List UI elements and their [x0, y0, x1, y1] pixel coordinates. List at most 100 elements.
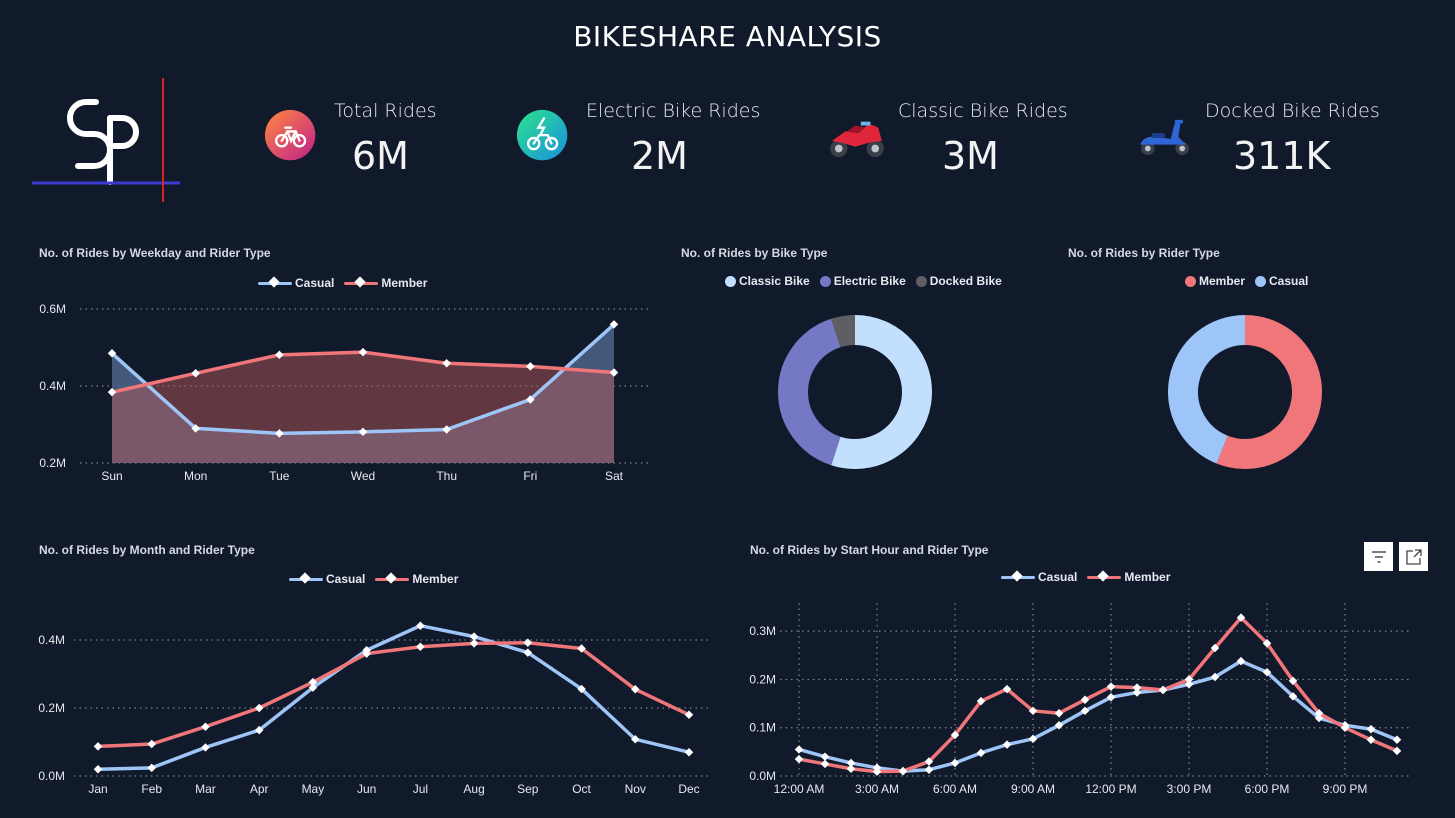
legend-item-casual[interactable]: Casual — [289, 572, 365, 586]
kpi-value: 2M — [631, 134, 688, 178]
kpi-label: Docked Bike Rides — [1205, 100, 1380, 122]
y-tick-label: 0.2M — [39, 456, 66, 470]
kpi-value: 311K — [1233, 134, 1331, 178]
x-tick-label: Sun — [101, 469, 122, 483]
weekday-chart-title: No. of Rides by Weekday and Rider Type — [39, 246, 271, 260]
x-tick-label: Aug — [463, 782, 484, 796]
logo — [32, 78, 180, 202]
legend-marker — [1001, 570, 1035, 584]
x-tick-label: Sep — [517, 782, 539, 796]
legend-item-classic[interactable]: Classic Bike — [725, 274, 810, 288]
y-tick-label: 0.4M — [39, 379, 66, 393]
legend-item-docked[interactable]: Docked Bike — [915, 274, 1002, 288]
data-point-casual — [950, 758, 960, 768]
x-tick-label: Tue — [269, 469, 290, 483]
y-tick-label: 0.6M — [39, 302, 66, 316]
kpi-label: Total Rides — [334, 100, 437, 122]
motorbike-icon — [830, 121, 884, 158]
data-point-casual — [631, 735, 640, 744]
x-tick-label: 9:00 PM — [1323, 782, 1368, 796]
legend-marker — [1087, 570, 1122, 584]
legend-marker — [819, 275, 831, 287]
data-point-casual — [254, 725, 264, 735]
kpi-classic-bike-rides: Classic Bike Rides 3M — [826, 96, 1068, 186]
legend-item-casual[interactable]: Casual — [1001, 570, 1077, 584]
legend-label: Casual — [295, 276, 335, 290]
month-legend: Casual Member — [289, 572, 464, 586]
data-point-casual — [794, 745, 804, 754]
data-point-member — [93, 742, 103, 751]
y-tick-label: 0.4M — [38, 633, 65, 647]
data-point-member — [794, 754, 804, 764]
data-point-casual — [846, 758, 856, 768]
legend-marker — [258, 276, 292, 290]
legend-marker — [375, 572, 410, 586]
legend-item-casual[interactable]: Casual — [258, 276, 334, 290]
data-point-member — [275, 350, 284, 360]
x-tick-label: Mon — [184, 469, 207, 483]
biketype-donut-chart — [778, 315, 932, 469]
scooter-icon — [1140, 119, 1189, 156]
data-point-member — [358, 347, 368, 357]
dashboard-title: BIKESHARE ANALYSIS — [573, 20, 882, 53]
data-point-member — [308, 677, 318, 687]
donut-slice-classic-bike — [831, 315, 932, 469]
donut-slice-member — [1216, 315, 1322, 469]
data-point-member — [469, 639, 479, 648]
legend-marker — [1255, 275, 1267, 287]
data-point-member — [416, 642, 425, 652]
legend-label: Member — [1124, 570, 1171, 584]
data-point-casual — [1002, 740, 1012, 749]
weekday-chart: 0.2M 0.4M 0.6M Sun Mon Tue Wed Thu Fri Sat — [39, 302, 648, 483]
x-tick-label: Jan — [88, 782, 107, 796]
x-tick-label: Wed — [351, 469, 375, 483]
legend-item-casual[interactable]: Casual — [1255, 274, 1308, 288]
legend-item-member[interactable]: Member — [1087, 570, 1170, 584]
x-tick-label: Jun — [357, 782, 376, 796]
data-point-casual — [275, 429, 284, 438]
line-casual — [798, 659, 1398, 773]
legend-item-member[interactable]: Member — [375, 572, 458, 586]
focus-mode-button[interactable] — [1399, 542, 1428, 571]
filter-button[interactable] — [1364, 542, 1393, 571]
y-tick-label: 0.0M — [38, 769, 65, 783]
x-tick-label: Jul — [413, 782, 428, 796]
expand-icon — [1405, 548, 1422, 565]
y-tick-label: 0.1M — [749, 721, 776, 735]
legend-label: Member — [381, 276, 428, 290]
data-point-casual — [820, 752, 830, 761]
biketype-chart-title: No. of Rides by Bike Type — [681, 246, 828, 260]
data-point-member — [201, 722, 210, 731]
data-point-member — [191, 369, 200, 378]
legend-item-electric[interactable]: Electric Bike — [819, 274, 906, 288]
data-point-casual — [191, 424, 200, 433]
x-tick-label: 3:00 AM — [855, 782, 899, 796]
data-point-casual — [93, 764, 103, 774]
x-tick-label: Mar — [195, 782, 216, 796]
y-tick-label: 0.2M — [38, 701, 65, 715]
data-point-member — [846, 764, 856, 773]
x-tick-label: 12:00 AM — [774, 782, 825, 796]
x-tick-label: Nov — [625, 782, 646, 796]
ridertype-legend: Member Casual — [1185, 274, 1314, 288]
x-tick-label: Thu — [436, 469, 457, 483]
kpi-total-rides: Total Rides 6M — [264, 96, 464, 186]
month-chart: 0.0M 0.2M 0.4M Jan Feb Mar Apr May Jun Jul Aug Sep O… — [38, 621, 708, 796]
weekday-legend: Casual Member — [258, 276, 433, 290]
x-tick-label: 9:00 AM — [1011, 782, 1055, 796]
data-point-member — [147, 739, 156, 749]
data-point-member — [107, 387, 117, 397]
legend-item-member[interactable]: Member — [1185, 274, 1245, 288]
legend-marker — [915, 275, 927, 287]
x-tick-label: Fri — [523, 469, 537, 483]
legend-marker — [344, 276, 379, 290]
kpi-label: Electric Bike Rides — [586, 100, 761, 122]
x-tick-label: Oct — [572, 782, 591, 796]
electric-bike-icon — [516, 109, 568, 161]
legend-label: Casual — [1269, 274, 1309, 288]
filter-icon — [1371, 550, 1386, 563]
legend-item-member[interactable]: Member — [344, 276, 427, 290]
month-chart-title: No. of Rides by Month and Rider Type — [39, 543, 255, 557]
area-member — [112, 352, 614, 463]
hour-chart-title: No. of Rides by Start Hour and Rider Typ… — [750, 543, 989, 557]
